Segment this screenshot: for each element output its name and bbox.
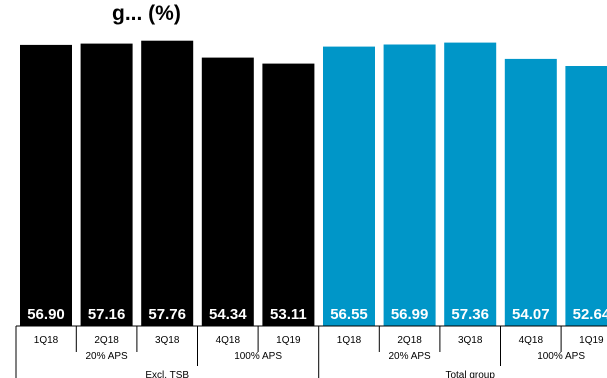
bar-value-label-4: 54.34 <box>209 306 247 323</box>
category-tick-label-6: 1Q18 <box>337 335 362 346</box>
subgroup-label-1: 20% APS <box>85 351 128 362</box>
category-axis: 1Q18 2Q18 3Q18 4Q18 1Q19 1Q18 2Q18 3Q18 4Q18 1Q19… <box>15 325 607 378</box>
bar-value-label-6: 56.55 <box>330 306 368 323</box>
bar-8 <box>444 42 497 326</box>
category-tick-label-9: 4Q18 <box>519 335 544 346</box>
category-tick-label-5: 1Q19 <box>276 335 301 346</box>
category-tick-label-1: 1Q18 <box>34 335 59 346</box>
bars-layer <box>20 40 607 327</box>
subgroup-label-2: 100% APS <box>234 351 282 362</box>
subgroup-label-4: 100% APS <box>537 351 585 362</box>
bar-9 <box>504 58 557 327</box>
category-tick-label-4: 4Q18 <box>216 335 241 346</box>
bar-10 <box>565 66 607 326</box>
bar-5 <box>262 63 315 326</box>
category-tick-label-7: 2Q18 <box>397 335 422 346</box>
category-tick-label-10: 1Q19 <box>579 335 604 346</box>
bar-2 <box>80 43 133 326</box>
bar-value-label-9: 54.07 <box>512 306 550 323</box>
bar-7 <box>383 44 436 326</box>
bar-value-label-3: 57.76 <box>148 306 186 323</box>
category-tick-label-3: 3Q18 <box>155 335 180 346</box>
bar-value-label-10: 52.64 <box>573 306 607 323</box>
chart-title: g... (%) <box>112 2 181 25</box>
bar-value-label-1: 56.90 <box>27 306 65 323</box>
bar-4 <box>201 57 254 326</box>
bar-value-label-5: 53.11 <box>270 306 307 323</box>
bar-value-label-8: 57.36 <box>451 306 489 323</box>
subgroup-label-3: 20% APS <box>388 351 431 362</box>
bar-value-label-7: 56.99 <box>391 306 429 323</box>
bar-6 <box>323 46 375 326</box>
value-labels-layer: 56.90 57.16 57.76 54.34 53.11 56.55 56.99 57.36… <box>27 306 607 323</box>
bar-value-label-2: 57.16 <box>88 306 126 323</box>
group-label-2: Total group <box>445 370 495 378</box>
category-tick-label-8: 3Q18 <box>458 335 483 346</box>
group-label-1: Excl. TSB <box>145 370 189 378</box>
bar-3 <box>141 40 194 326</box>
category-tick-label-2: 2Q18 <box>94 335 119 346</box>
bar-1 <box>20 44 72 327</box>
